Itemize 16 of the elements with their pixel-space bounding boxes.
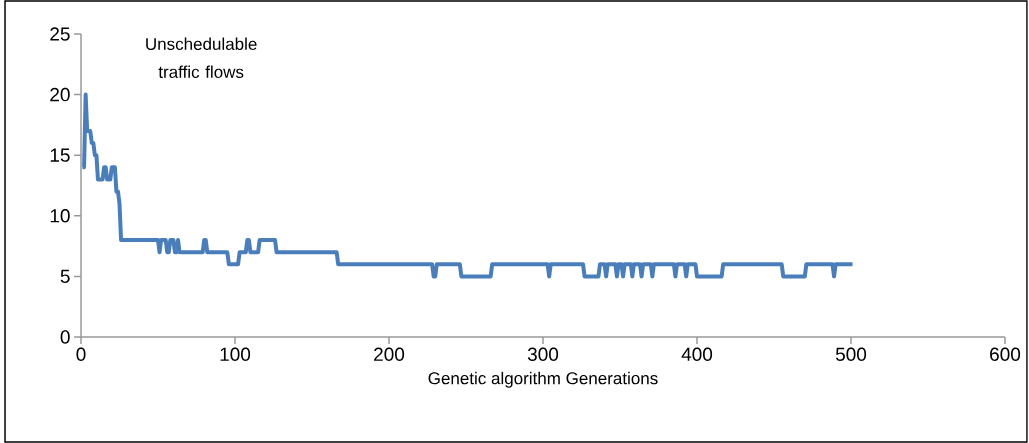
x-axis-title: Genetic algorithm Generations	[428, 371, 658, 388]
x-tick-label: 400	[681, 347, 713, 361]
y-tick-label: 5	[60, 269, 70, 284]
y-tick-label: 15	[50, 148, 70, 162]
x-tick-label: 300	[527, 347, 559, 361]
x-tick-label: 0	[76, 347, 86, 361]
x-tick-label: 100	[220, 347, 251, 361]
annotation: Unschedulable traffic flows	[146, 37, 257, 79]
y-tick-label: 0	[60, 330, 70, 344]
y-tick-label: 20	[50, 87, 70, 102]
x-tick-label: 200	[374, 347, 405, 361]
x-tick-label: 500	[835, 347, 867, 361]
x-tick-label: 600	[990, 347, 1021, 361]
y-tick-label: 25	[50, 27, 70, 41]
line-series	[80, 92, 855, 279]
y-tick-label: 10	[50, 209, 70, 223]
